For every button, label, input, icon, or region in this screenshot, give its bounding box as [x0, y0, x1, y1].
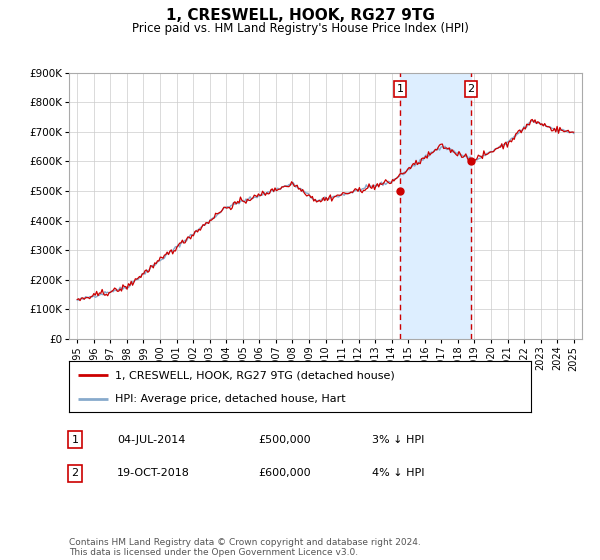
Text: 2: 2 — [71, 468, 79, 478]
Text: 1: 1 — [397, 84, 403, 94]
Text: £600,000: £600,000 — [258, 468, 311, 478]
Bar — [400, 73, 471, 339]
Text: 19-OCT-2018: 19-OCT-2018 — [117, 468, 190, 478]
Text: 1, CRESWELL, HOOK, RG27 9TG (detached house): 1, CRESWELL, HOOK, RG27 9TG (detached ho… — [115, 370, 395, 380]
Text: £500,000: £500,000 — [258, 435, 311, 445]
Text: 1: 1 — [71, 435, 79, 445]
Text: Contains HM Land Registry data © Crown copyright and database right 2024.
This d: Contains HM Land Registry data © Crown c… — [69, 538, 421, 557]
Text: 4% ↓ HPI: 4% ↓ HPI — [372, 468, 425, 478]
Text: HPI: Average price, detached house, Hart: HPI: Average price, detached house, Hart — [115, 394, 346, 404]
Text: 1, CRESWELL, HOOK, RG27 9TG: 1, CRESWELL, HOOK, RG27 9TG — [166, 8, 434, 24]
Text: 2: 2 — [467, 84, 475, 94]
Text: 04-JUL-2014: 04-JUL-2014 — [117, 435, 185, 445]
Text: Price paid vs. HM Land Registry's House Price Index (HPI): Price paid vs. HM Land Registry's House … — [131, 22, 469, 35]
Text: 3% ↓ HPI: 3% ↓ HPI — [372, 435, 424, 445]
